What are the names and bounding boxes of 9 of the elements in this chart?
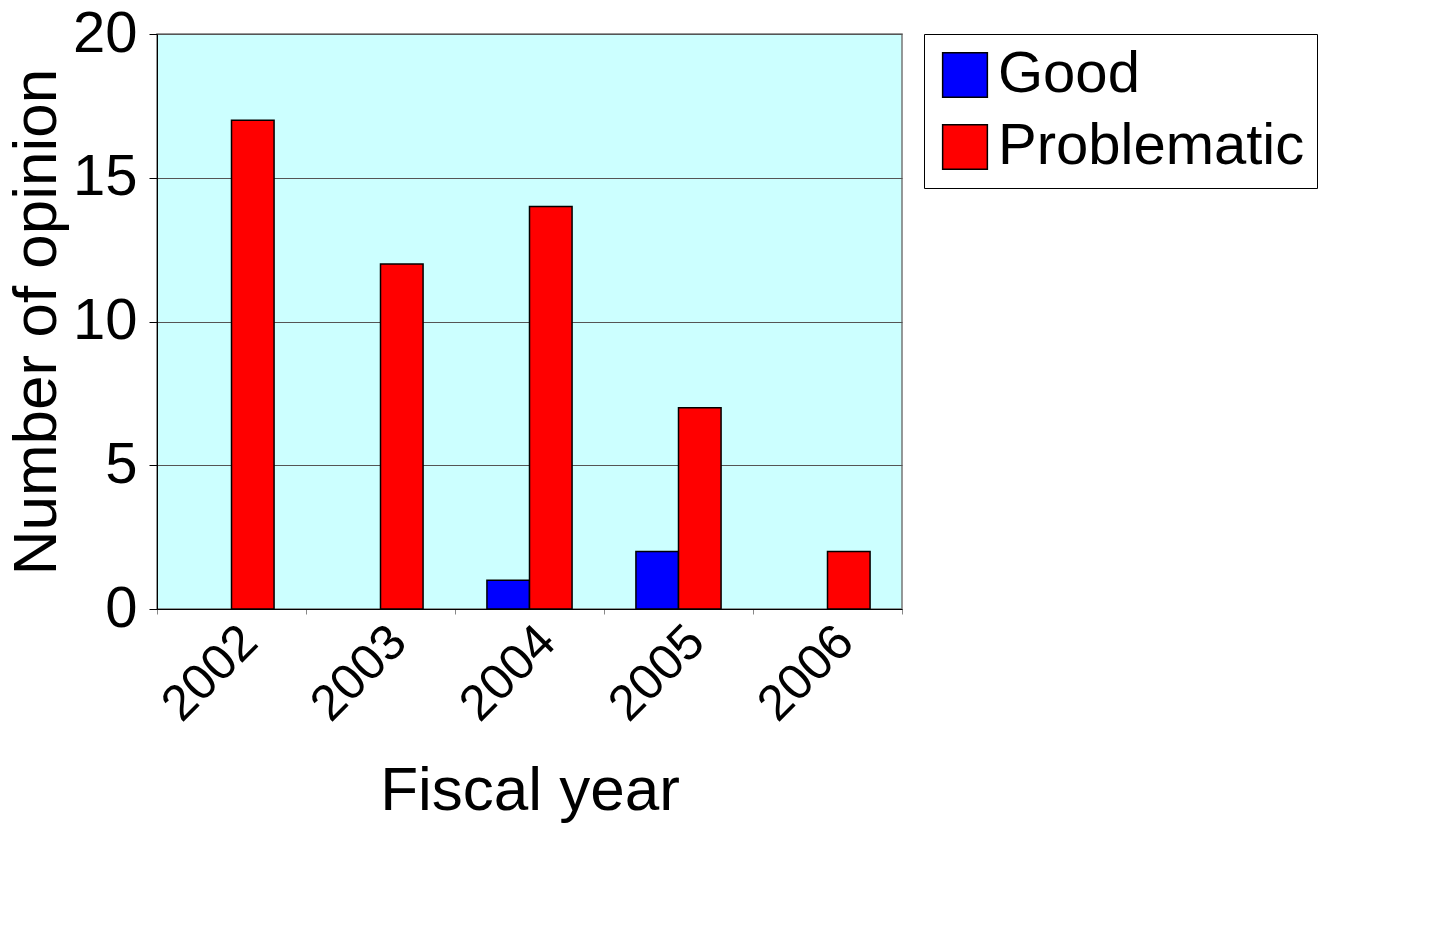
y-tick-label: 10: [72, 286, 138, 351]
legend-label: Good: [998, 39, 1140, 104]
y-tick-label: 20: [72, 0, 138, 64]
y-tick-label: 5: [105, 429, 138, 495]
legend-label: Problematic: [998, 111, 1305, 176]
y-axis-title: Number of opinion: [0, 68, 69, 576]
y-tick-label: 0: [105, 573, 138, 639]
x-axis-title: Fiscal year: [380, 753, 680, 823]
y-tick-label: 15: [72, 142, 138, 208]
